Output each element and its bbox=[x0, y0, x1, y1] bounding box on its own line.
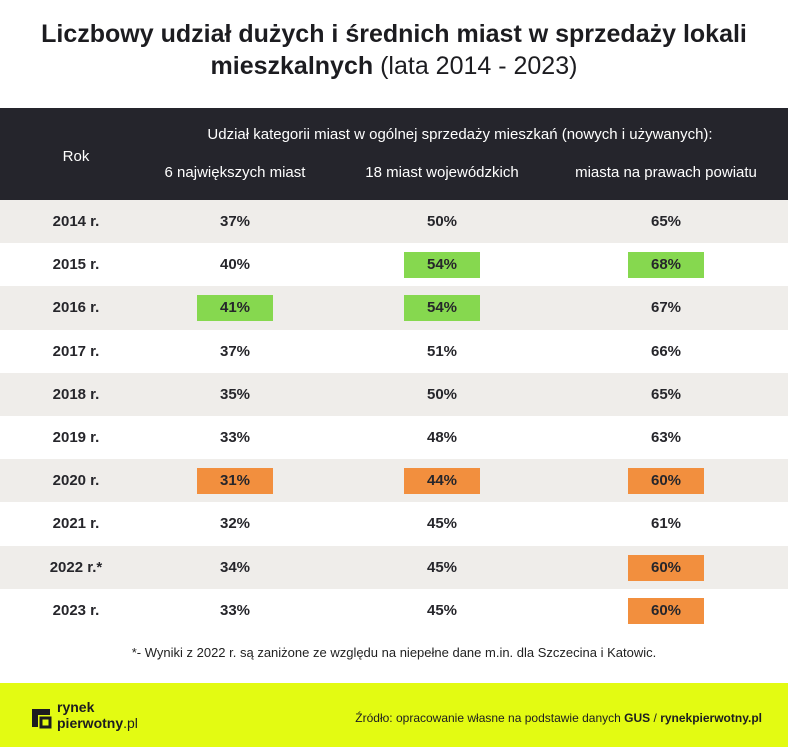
value-cell: 60% bbox=[556, 589, 776, 632]
value-cell: 31% bbox=[130, 459, 340, 502]
table-row: 2014 r. 37% 50% 65% bbox=[0, 200, 788, 244]
source-site: rynekpierwotny.pl bbox=[660, 711, 762, 725]
source-gus: GUS bbox=[624, 711, 651, 725]
title-main: Liczbowy udział dużych i średnich miast … bbox=[41, 20, 747, 80]
value-cell: 45% bbox=[426, 515, 458, 533]
source-prefix: Źródło: opracowanie własne na podstawie … bbox=[355, 711, 621, 725]
value-cell: 51% bbox=[426, 342, 458, 360]
value-cell: 54% bbox=[337, 243, 547, 286]
value-cell: 65% bbox=[650, 385, 682, 403]
value-cell: 41% bbox=[130, 286, 340, 329]
value-cell: 50% bbox=[426, 213, 458, 230]
value-cell: 66% bbox=[650, 342, 682, 360]
table-row: 2017 r. 37% 51% 66% bbox=[0, 330, 788, 373]
value-cell: 48% bbox=[426, 429, 458, 446]
max-highlight: 54% bbox=[404, 295, 480, 322]
title-years: (lata 2014 - 2023) bbox=[380, 52, 578, 80]
table-row: 2019 r. 33% 48% 63% bbox=[0, 416, 788, 459]
logo-text: rynek pierwotny.pl bbox=[57, 699, 138, 731]
header-year: Rok bbox=[62, 148, 90, 165]
table-row: 2018 r. 35% 50% 65% bbox=[0, 372, 788, 416]
year-cell: 2022 r.* bbox=[49, 558, 103, 576]
max-highlight: 54% bbox=[404, 252, 480, 279]
table-header: Rok Udział kategorii miast w ogólnej spr… bbox=[0, 108, 788, 200]
min-highlight: 60% bbox=[628, 468, 704, 495]
value-cell: 61% bbox=[650, 515, 682, 533]
value-cell: 65% bbox=[650, 213, 682, 230]
source-note: Źródło: opracowanie własne na podstawie … bbox=[355, 711, 762, 725]
year-cell: 2014 r. bbox=[52, 213, 100, 230]
table-row: 2022 r.* 34% 45% 60% bbox=[0, 545, 788, 589]
value-cell: 40% bbox=[219, 256, 251, 274]
table-row: 2021 r. 32% 45% 61% bbox=[0, 502, 788, 545]
header-col-county-cities: miasta na prawach powiatu bbox=[575, 164, 757, 181]
source-sep: / bbox=[653, 711, 657, 725]
value-cell: 45% bbox=[426, 601, 458, 619]
table-row: 2020 r. 31% 44% 60% bbox=[0, 459, 788, 503]
year-cell: 2021 r. bbox=[52, 515, 100, 533]
year-cell: 2020 r. bbox=[52, 472, 100, 490]
value-cell: 44% bbox=[337, 459, 547, 502]
logo-icon bbox=[32, 709, 52, 729]
value-cell: 33% bbox=[219, 429, 251, 446]
year-cell: 2016 r. bbox=[52, 299, 100, 317]
header-col-18-cities: 18 miast wojewódzkich bbox=[365, 164, 519, 181]
value-cell: 60% bbox=[556, 546, 776, 589]
min-highlight: 31% bbox=[197, 468, 273, 495]
value-cell: 50% bbox=[426, 385, 458, 403]
chart-title: Liczbowy udział dużych i średnich miast … bbox=[0, 18, 788, 82]
value-cell: 45% bbox=[426, 558, 458, 576]
year-cell: 2023 r. bbox=[52, 601, 100, 619]
year-cell: 2017 r. bbox=[52, 342, 100, 360]
year-cell: 2015 r. bbox=[52, 256, 100, 274]
logo-line1: rynek bbox=[57, 699, 95, 715]
value-cell: 63% bbox=[650, 429, 682, 446]
header-group-label: Udział kategorii miast w ogólnej sprzeda… bbox=[207, 126, 713, 143]
table-row: 2016 r. 41% 54% 67% bbox=[0, 286, 788, 330]
value-cell: 32% bbox=[219, 515, 251, 533]
footer-bar: rynek pierwotny.pl Źródło: opracowanie w… bbox=[0, 683, 788, 747]
value-cell: 68% bbox=[556, 243, 776, 286]
max-highlight: 68% bbox=[628, 252, 704, 279]
logo-tld: .pl bbox=[123, 715, 138, 731]
min-highlight: 60% bbox=[628, 554, 704, 581]
min-highlight: 44% bbox=[404, 468, 480, 495]
year-cell: 2019 r. bbox=[52, 429, 100, 446]
year-cell: 2018 r. bbox=[52, 385, 100, 403]
min-highlight: 60% bbox=[628, 597, 704, 624]
table-row: 2023 r. 33% 45% 60% bbox=[0, 589, 788, 632]
value-cell: 35% bbox=[219, 385, 251, 403]
value-cell: 67% bbox=[650, 299, 682, 317]
value-cell: 37% bbox=[219, 342, 251, 360]
footnote: *- Wyniki z 2022 r. są zaniżone ze wzglę… bbox=[131, 645, 657, 660]
value-cell: 60% bbox=[556, 459, 776, 502]
value-cell: 37% bbox=[219, 213, 251, 230]
header-col-6-cities: 6 największych miast bbox=[164, 164, 306, 181]
value-cell: 33% bbox=[219, 601, 251, 619]
table-row: 2015 r. 40% 54% 68% bbox=[0, 243, 788, 286]
value-cell: 34% bbox=[219, 558, 251, 576]
max-highlight: 41% bbox=[197, 295, 273, 322]
value-cell: 54% bbox=[337, 286, 547, 329]
logo-line2: pierwotny bbox=[57, 715, 124, 731]
